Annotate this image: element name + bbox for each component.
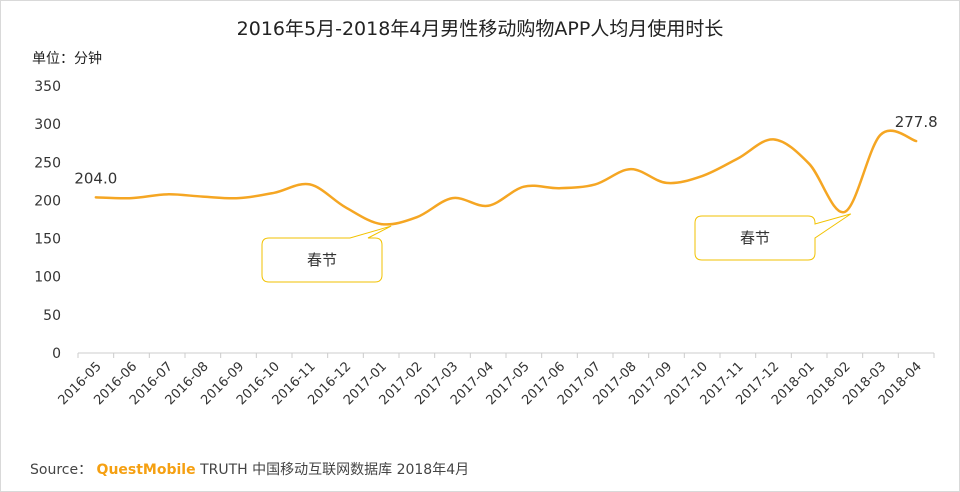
- data-point: [879, 133, 883, 137]
- data-point: [308, 182, 312, 186]
- data-point: [665, 181, 669, 185]
- data-point: [201, 195, 205, 199]
- data-point: [165, 192, 169, 196]
- data-point: [772, 137, 776, 141]
- data-point: [593, 182, 597, 186]
- source-suffix: TRUTH 中国移动互联网数据库 2018年4月: [200, 462, 470, 478]
- data-point: [130, 196, 134, 200]
- source-brand: QuestMobile: [96, 462, 196, 478]
- data-point: [914, 139, 918, 143]
- data-point: [629, 167, 633, 171]
- y-tick-label: 100: [34, 270, 61, 286]
- series-line: [94, 129, 918, 226]
- data-point: [379, 222, 383, 226]
- data-point: [843, 210, 847, 214]
- source-prefix: Source：: [30, 462, 93, 478]
- y-tick-label: 350: [34, 79, 61, 95]
- annotation-label: 春节: [740, 229, 770, 247]
- data-point: [700, 174, 704, 178]
- source-line: Source： QuestMobile TRUTH 中国移动互联网数据库 201…: [30, 459, 469, 479]
- chart-title: 2016年5月-2018年4月男性移动购物APP人均月使用时长: [236, 18, 724, 40]
- annotation-callout: [694, 213, 852, 261]
- data-point: [807, 162, 811, 166]
- data-point: [486, 204, 490, 208]
- y-tick-label: 300: [34, 117, 61, 133]
- data-point: [94, 195, 98, 199]
- y-tick-label: 150: [34, 232, 61, 248]
- annotation-label: 春节: [307, 251, 337, 269]
- data-point: [451, 196, 455, 200]
- y-tick-label: 250: [34, 155, 61, 171]
- annotation-callout: [261, 225, 392, 283]
- data-point: [522, 185, 526, 189]
- data-label: 277.8: [895, 113, 938, 131]
- data-point: [736, 156, 740, 160]
- y-tick-label: 200: [34, 193, 61, 209]
- unit-label: 单位：分钟: [32, 51, 102, 67]
- data-point: [237, 196, 241, 200]
- data-point: [272, 191, 276, 195]
- data-point: [558, 186, 562, 190]
- data-point: [344, 205, 348, 209]
- data-label: 204.0: [74, 169, 117, 187]
- y-tick-label: 50: [43, 308, 61, 324]
- data-point: [415, 215, 419, 219]
- y-tick-label: 0: [52, 346, 61, 362]
